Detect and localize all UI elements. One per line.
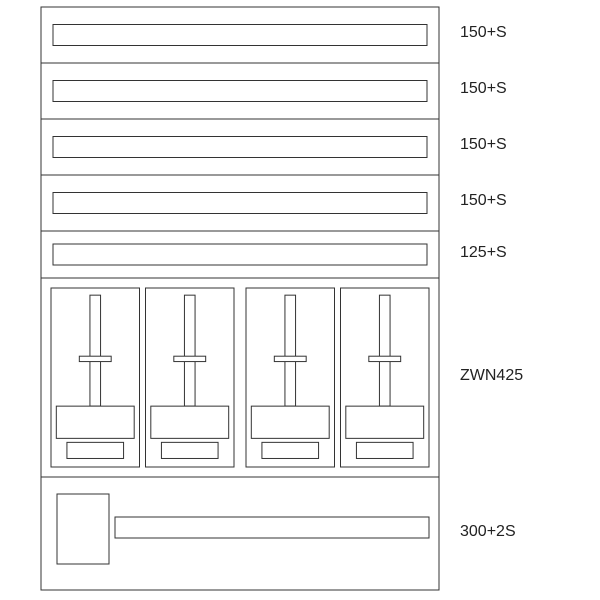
row-label: 150+S [460, 136, 507, 154]
meter-base [151, 406, 229, 438]
meter-cross [274, 356, 306, 361]
din-rail-bar [53, 25, 427, 46]
din-rail-bar [53, 244, 427, 265]
meter-base [56, 406, 134, 438]
meter-base [346, 406, 424, 438]
meter-stem [379, 295, 390, 406]
meter-foot [161, 442, 218, 458]
bottom-plate [57, 494, 109, 564]
meter-cross [369, 356, 401, 361]
meter-foot [262, 442, 319, 458]
meter-stem [285, 295, 296, 406]
meter-foot [356, 442, 413, 458]
cabinet-svg [0, 0, 600, 600]
meter-stem [184, 295, 195, 406]
meter-base [251, 406, 329, 438]
row-label: 300+2S [460, 523, 516, 541]
row-label: 150+S [460, 80, 507, 98]
bottom-rail [115, 517, 429, 538]
diagram-stage: 150+S 150+S 150+S 150+S 125+S ZWN425 300+2S [0, 0, 600, 600]
row-label: 150+S [460, 192, 507, 210]
row-label: ZWN425 [460, 367, 523, 385]
din-rail-bar [53, 193, 427, 214]
row-label: 125+S [460, 244, 507, 262]
meter-foot [67, 442, 124, 458]
din-rail-bar [53, 137, 427, 158]
meter-cross [79, 356, 111, 361]
row-label: 150+S [460, 24, 507, 42]
meter-cross [174, 356, 206, 361]
meter-stem [90, 295, 101, 406]
din-rail-bar [53, 81, 427, 102]
